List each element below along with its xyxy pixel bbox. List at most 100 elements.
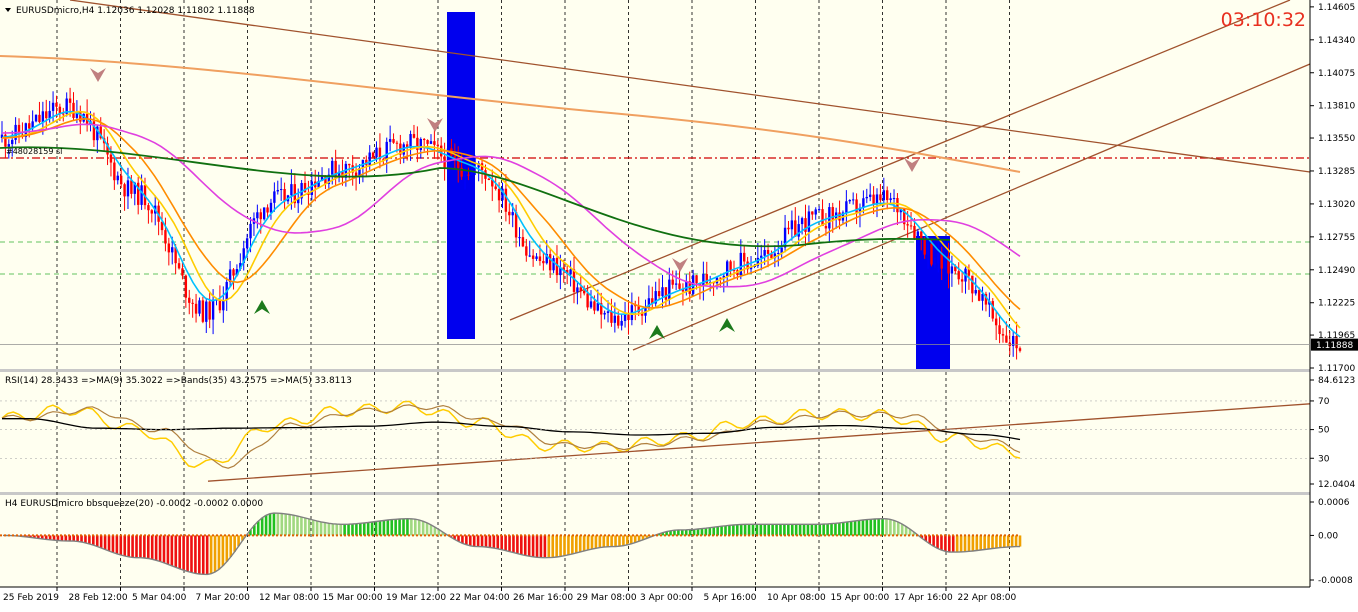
candle-body: [123, 184, 126, 197]
candle-body: [31, 121, 34, 129]
sell-arrow-icon: [90, 68, 106, 82]
candle-body: [954, 266, 957, 272]
candle-body: [909, 225, 913, 227]
candle-body: [136, 182, 140, 205]
candle-body: [174, 247, 177, 264]
candle-body: [508, 211, 511, 216]
candle-body: [555, 258, 559, 276]
candle-body: [824, 225, 828, 229]
candle-body: [579, 287, 582, 292]
price-tick-label: 1.11965: [1318, 331, 1355, 341]
candle-body: [528, 255, 531, 257]
candle-body: [518, 237, 521, 239]
candle-body: [685, 281, 688, 292]
candle-body: [24, 123, 28, 138]
candle-body: [637, 305, 640, 313]
candle-body: [167, 243, 171, 253]
candle-body: [1018, 348, 1022, 351]
candle-body: [790, 220, 794, 230]
candle-body: [1011, 335, 1015, 346]
candle-body: [766, 249, 770, 254]
time-tick-label: 29 Mar 08:00: [577, 593, 637, 603]
price-tick-label: 1.12490: [1318, 266, 1355, 276]
candle-body: [811, 211, 814, 215]
time-tick-label: 5 Apr 16:00: [704, 593, 757, 603]
buy-arrow-icon: [649, 325, 665, 339]
candle-body: [603, 312, 606, 315]
candle-body: [623, 314, 627, 321]
candle-body: [256, 212, 259, 219]
candle-body: [181, 268, 184, 276]
candle-body: [17, 124, 21, 135]
candle-body: [184, 275, 188, 298]
candle-body: [463, 174, 467, 177]
candle-body: [889, 198, 892, 201]
candle-body: [375, 147, 378, 158]
time-tick-label: 15 Mar 00:00: [323, 593, 383, 603]
candle-body: [320, 175, 324, 181]
candle-body: [729, 261, 732, 271]
candle-body: [838, 212, 841, 221]
candle-body: [634, 305, 637, 307]
pane-divider[interactable]: [0, 492, 1310, 495]
candle-body: [950, 266, 954, 274]
candle-body: [600, 303, 603, 315]
candle-body: [368, 152, 371, 166]
current-price-label: 1.11888: [1316, 341, 1353, 351]
dropdown-arrow-icon[interactable]: [5, 8, 11, 12]
candle-body: [606, 311, 610, 313]
candle-body: [651, 298, 654, 304]
candle-body: [657, 291, 661, 297]
candle-body: [851, 199, 855, 201]
squeeze-indicator: [0, 512, 1022, 576]
candle-body: [763, 249, 766, 256]
candle-body: [293, 184, 297, 204]
candle-body: [760, 255, 763, 258]
time-tick-label: 19 Mar 12:00: [386, 593, 446, 603]
candle-body: [310, 181, 314, 195]
rsi-indicator: [1, 400, 1311, 482]
candle-body: [780, 247, 783, 253]
sell-arrow-icon: [427, 118, 443, 132]
candle-body: [34, 114, 38, 122]
candle-body: [68, 98, 72, 103]
price-tick-label: 1.13285: [1318, 167, 1355, 177]
candle-body: [242, 248, 245, 263]
candle-body: [402, 144, 405, 155]
pane-divider[interactable]: [0, 369, 1310, 372]
candle-body: [695, 275, 698, 284]
candle-body: [273, 191, 276, 203]
candle-body: [817, 209, 821, 211]
candle-body: [848, 200, 851, 202]
candle-body: [814, 209, 817, 215]
rsi-pane[interactable]: [0, 372, 1310, 492]
candle-body: [249, 223, 252, 239]
candle-body: [596, 303, 600, 311]
candle-body: [235, 269, 239, 276]
candle-body: [719, 277, 722, 279]
moving-averages: [0, 55, 1021, 339]
candle-body: [297, 198, 300, 204]
channel-line: [509, 0, 1291, 321]
candle-body: [821, 209, 824, 226]
candle-body: [773, 253, 777, 259]
squeeze-outline: [2, 512, 1020, 576]
candle-body: [222, 299, 225, 311]
candle-body: [494, 186, 497, 189]
candle-body: [426, 140, 429, 144]
candle-body: [133, 182, 136, 194]
candle-body: [647, 298, 651, 307]
candle-body: [58, 106, 62, 114]
candle-body: [429, 141, 433, 144]
price-tick-label: 1.14605: [1318, 3, 1355, 13]
candle-body: [150, 210, 154, 214]
candle-body: [899, 209, 903, 213]
candle-body: [501, 188, 504, 201]
candle-body: [892, 198, 896, 200]
candle-body: [259, 212, 262, 220]
candle-body: [55, 102, 58, 107]
candle-body: [405, 144, 409, 149]
time-tick-label: 22 Mar 04:00: [450, 593, 510, 603]
